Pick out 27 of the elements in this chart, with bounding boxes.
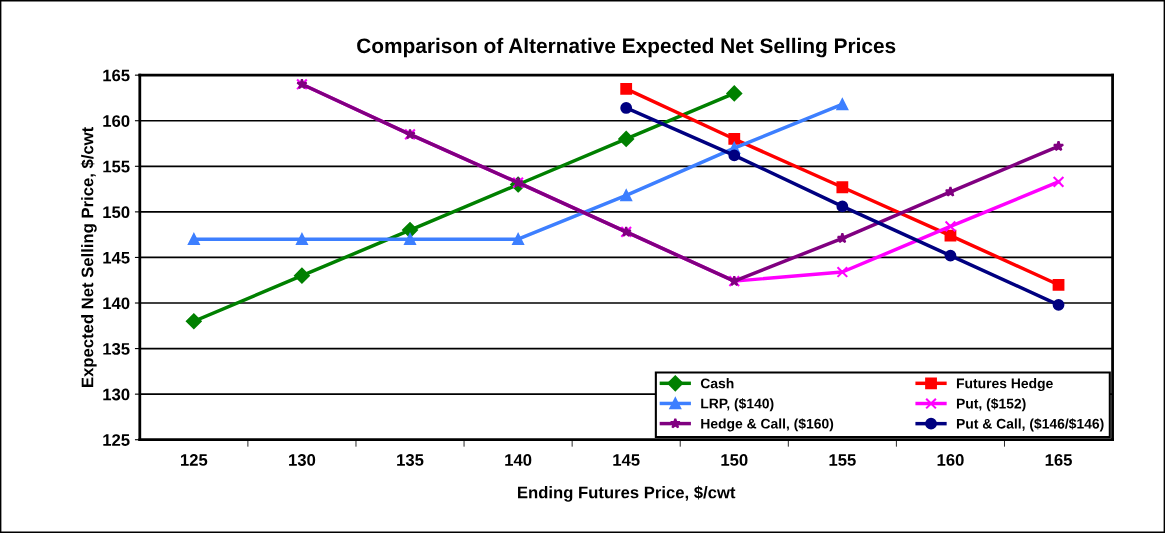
x-tick-label: 145 — [613, 454, 640, 466]
x-tick-label: 165 — [1045, 454, 1072, 466]
y-tick-label: 140 — [103, 297, 130, 310]
x-tick-label: 150 — [721, 454, 748, 466]
y-axis-title: Expected Net Selling Price, $/cwt — [80, 127, 97, 387]
legend-label: Put & Call, ($146/$146) — [956, 418, 1104, 432]
y-tick-label: 150 — [103, 206, 130, 219]
y-tick-label: 145 — [103, 252, 130, 264]
legend-label: LRP, ($140) — [701, 398, 774, 412]
legend-label: Hedge & Call, ($160) — [701, 418, 834, 432]
y-tick-label: 155 — [103, 160, 130, 173]
x-tick-label: 125 — [180, 454, 208, 466]
legend-label: Cash — [700, 378, 734, 389]
legend-label: Futures Hedge — [956, 378, 1053, 392]
legend-label: Put, ($152) — [956, 398, 1026, 412]
x-axis-title: Ending Futures Price, $/cwt — [518, 485, 736, 502]
x-tick-label: 130 — [289, 454, 316, 466]
y-tick-label: 160 — [103, 115, 130, 127]
x-tick-label: 140 — [505, 454, 532, 466]
y-tick-label: 130 — [103, 388, 130, 401]
x-tick-label: 160 — [937, 454, 964, 466]
y-tick-label: 165 — [103, 69, 130, 82]
y-tick-label: 125 — [103, 434, 130, 446]
y-tick-label: 135 — [103, 342, 130, 355]
x-tick-label: 155 — [829, 454, 856, 466]
chart-title: Comparison of Alternative Expected Net Selling Prices — [357, 37, 896, 58]
x-tick-label: 135 — [397, 454, 424, 466]
